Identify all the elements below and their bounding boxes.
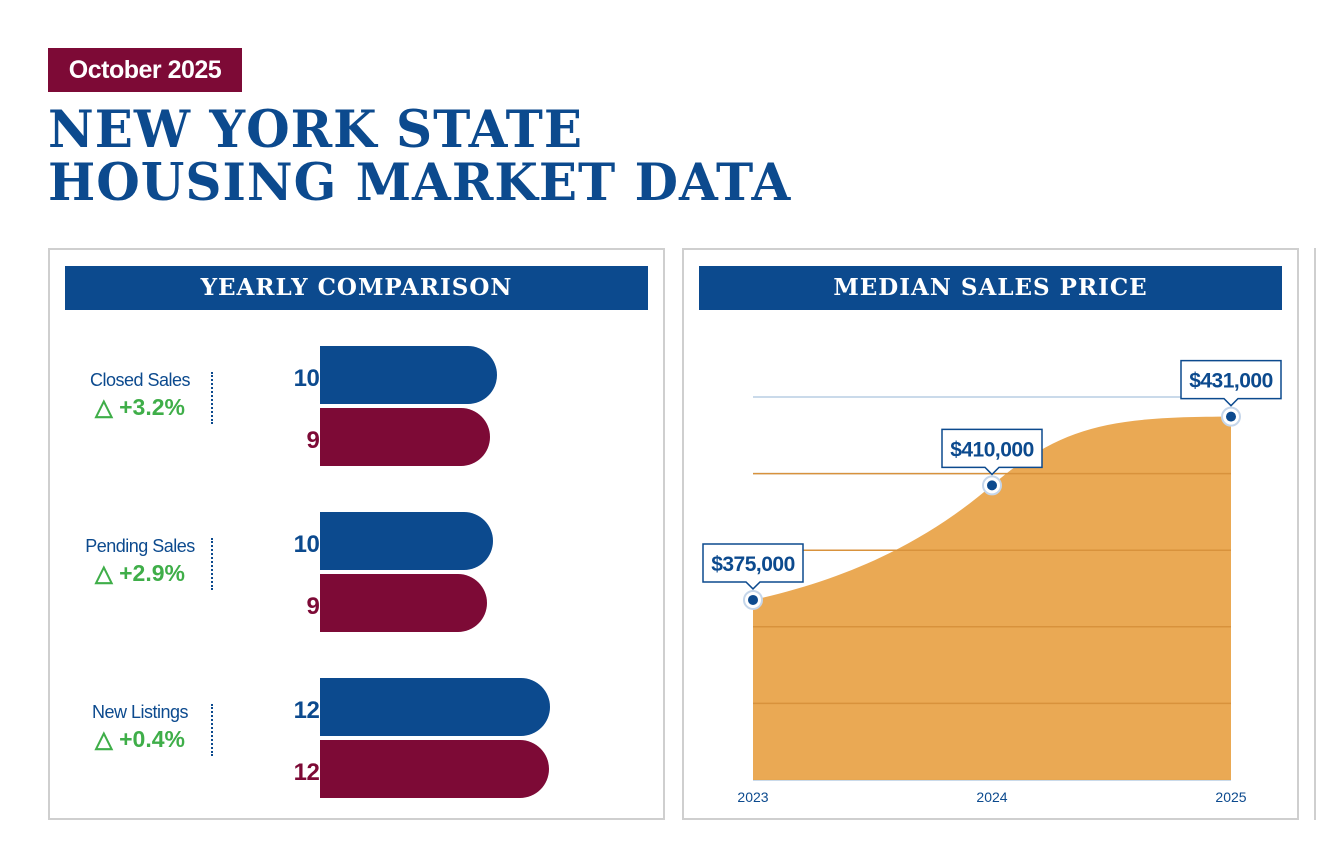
yearly-comparison-title: YEARLY COMPARISON bbox=[65, 266, 648, 310]
median-sales-price-panel: MEDIAN SALES PRICE $375,000 2023 $410,000 2… bbox=[682, 248, 1299, 820]
metric-row: Pending Sales △ +2.9% 2025 10,082 2024 9… bbox=[50, 512, 714, 642]
data-point bbox=[1226, 411, 1236, 422]
value-callout bbox=[941, 428, 1043, 476]
metric-change: △ +3.2% bbox=[95, 394, 185, 420]
title-line-1: NEW YORK STATE bbox=[48, 98, 583, 160]
metric-label: Closed Sales bbox=[89, 370, 191, 390]
divider bbox=[211, 538, 213, 590]
value-callout bbox=[702, 543, 804, 591]
bar-prior-year bbox=[320, 408, 490, 466]
title-line-2: HOUSING MARKET DATA bbox=[48, 151, 792, 213]
data-point bbox=[748, 594, 758, 605]
metric-row: New Listings △ +0.4% 2025 12,637 2024 12… bbox=[50, 678, 714, 808]
bar-current-year bbox=[320, 346, 497, 404]
median-price-chart: $375,000 2023 $410,000 2024 $431,000 2025 bbox=[702, 359, 1282, 805]
metric-change: △ +2.9% bbox=[95, 560, 185, 586]
yearly-comparison-panel: YEARLY COMPARISON Closed Sales △ +3.2% 2… bbox=[48, 248, 665, 820]
next-panel-edge bbox=[1314, 248, 1318, 820]
value-label: $431,000 bbox=[1189, 370, 1273, 393]
x-tick-label: 2023 bbox=[737, 789, 768, 805]
data-point bbox=[987, 480, 997, 491]
median-sales-price-title: MEDIAN SALES PRICE bbox=[699, 266, 1282, 310]
x-tick-label: 2024 bbox=[976, 789, 1007, 805]
metric-label: Pending Sales bbox=[85, 536, 195, 556]
value-callout bbox=[1180, 359, 1282, 407]
bar-current-year bbox=[320, 512, 493, 570]
bar-prior-year bbox=[320, 574, 487, 632]
area-fill bbox=[753, 416, 1231, 780]
divider bbox=[211, 372, 213, 424]
value-label: $375,000 bbox=[711, 553, 795, 576]
bar-current-year bbox=[320, 678, 550, 736]
divider bbox=[211, 704, 213, 756]
metric-change: △ +0.4% bbox=[95, 726, 185, 752]
page-title: NEW YORK STATE HOUSING MARKET DATA bbox=[48, 98, 792, 213]
metric-label: New Listings bbox=[91, 702, 189, 722]
date-badge: October 2025 bbox=[48, 48, 242, 92]
bar-prior-year bbox=[320, 740, 549, 798]
x-tick-label: 2025 bbox=[1215, 789, 1246, 805]
metric-row: Closed Sales △ +3.2% 2025 10,265 2024 9,… bbox=[50, 346, 714, 476]
value-label: $410,000 bbox=[950, 438, 1034, 461]
